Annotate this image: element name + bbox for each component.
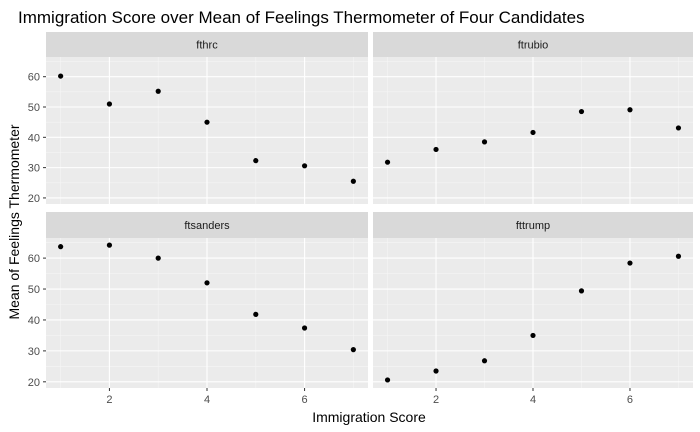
data-point — [627, 107, 633, 113]
facet-strip-label: fthrc — [196, 40, 218, 52]
data-point — [253, 311, 259, 317]
data-point — [530, 332, 536, 339]
x-tick-label: 4 — [530, 394, 536, 406]
y-axis-title: Mean of Feelings Thermometer — [6, 124, 22, 319]
data-point — [253, 158, 259, 164]
y-tick-label: 60 — [28, 253, 40, 265]
facet-panel-ftsanders: ftsanders — [46, 212, 368, 388]
facet-panels: fthrc ftrubio ftsanders fttrump — [46, 32, 693, 388]
y-tick-label: 30 — [28, 163, 40, 175]
data-point — [384, 377, 391, 383]
data-point — [675, 253, 682, 259]
data-point — [204, 280, 210, 286]
y-tick-label: 20 — [28, 193, 40, 205]
x-tick-label: 6 — [627, 394, 633, 406]
data-point — [301, 163, 308, 169]
y-tick-label: 60 — [28, 72, 40, 84]
data-point — [106, 101, 113, 107]
facet-panel-fttrump: fttrump — [373, 212, 693, 388]
x-axis-tick-labels: 2 4 6 2 4 6 — [106, 388, 633, 406]
data-point — [106, 242, 113, 248]
data-point — [155, 88, 161, 94]
data-point — [675, 125, 682, 131]
y-tick-label: 50 — [28, 284, 40, 296]
facet-strip-label: ftsanders — [184, 220, 230, 232]
data-point — [481, 358, 488, 364]
data-point — [578, 108, 585, 115]
data-point — [58, 73, 64, 79]
data-point — [58, 244, 64, 250]
facet-panel-fthrc: fthrc — [46, 32, 368, 204]
data-point — [350, 347, 356, 353]
data-point — [530, 129, 536, 136]
data-point — [481, 139, 488, 145]
chart-title: Immigration Score over Mean of Feelings … — [18, 8, 585, 27]
facet-panel-ftrubio: ftrubio — [373, 32, 693, 204]
x-tick-label: 6 — [302, 394, 308, 406]
facet-strip — [46, 32, 368, 57]
data-point — [627, 260, 633, 266]
x-axis-title: Immigration Score — [312, 409, 426, 425]
data-point — [433, 146, 439, 153]
facet-strip — [373, 32, 693, 57]
x-tick-label: 4 — [204, 394, 210, 406]
y-tick-label: 30 — [28, 346, 40, 358]
y-tick-label: 50 — [28, 102, 40, 114]
data-point — [301, 325, 308, 331]
y-tick-label: 40 — [28, 315, 40, 327]
y-tick-label: 40 — [28, 132, 40, 144]
data-point — [433, 368, 439, 374]
data-point — [384, 159, 391, 165]
data-point — [155, 255, 161, 261]
facet-strip — [46, 212, 368, 238]
x-tick-label: 2 — [433, 394, 439, 406]
data-point — [350, 178, 356, 184]
data-point — [204, 119, 210, 125]
facet-strip-label: fttrump — [516, 220, 550, 232]
x-tick-label: 2 — [106, 394, 112, 406]
y-tick-label: 20 — [28, 377, 40, 389]
data-point — [578, 288, 585, 294]
y-axis-tick-labels: 20 30 40 50 60 20 30 40 50 60 — [28, 72, 46, 389]
facet-strip-label: ftrubio — [518, 40, 549, 52]
facet-strip — [373, 212, 693, 238]
